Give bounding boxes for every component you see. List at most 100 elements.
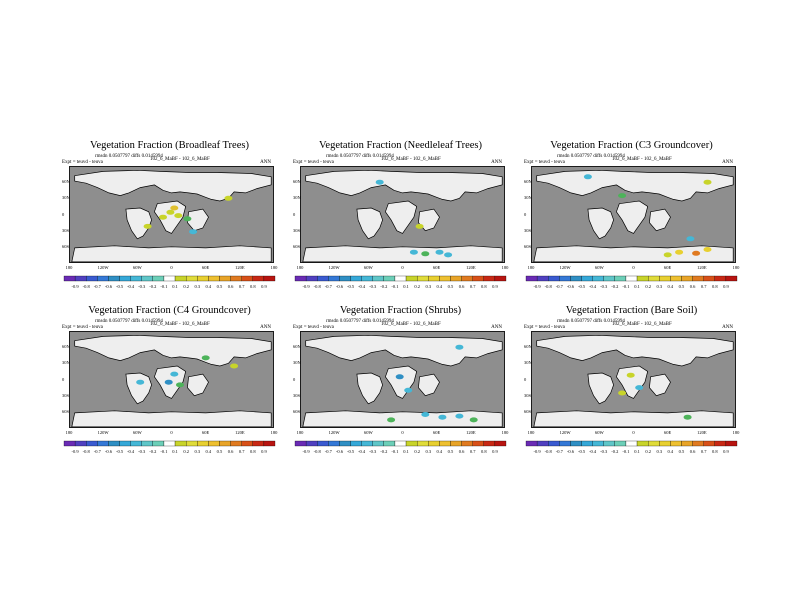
anomaly-patch bbox=[176, 382, 184, 388]
colorbar-label: 0.9 bbox=[261, 284, 267, 289]
colorbar-swatch bbox=[197, 440, 209, 447]
period-text: ANN bbox=[260, 325, 271, 330]
anomaly-patch bbox=[183, 216, 192, 222]
colorbar-label: 0.3 bbox=[656, 449, 663, 454]
colorbar-swatch bbox=[450, 275, 462, 282]
colorbar-label: -0.9 bbox=[71, 284, 79, 289]
anomaly-patch bbox=[170, 371, 179, 377]
stats-text: rmsdn 0.0507797 diffs 0.0145994 bbox=[557, 319, 625, 324]
colorbar-swatch bbox=[174, 440, 187, 447]
colorbar-label: 0.4 bbox=[205, 284, 212, 289]
colorbar-label: -0.8 bbox=[313, 449, 321, 454]
colorbar-swatch bbox=[559, 275, 571, 282]
colorbar-label: -0.8 bbox=[544, 449, 552, 454]
colorbar-label: 0.9 bbox=[723, 284, 729, 289]
colorbar-swatch bbox=[350, 275, 362, 282]
colorbar-swatch bbox=[305, 440, 318, 447]
colorbar-label: 0.7 bbox=[469, 284, 476, 289]
colorbar-swatch bbox=[63, 275, 76, 282]
colorbar-swatch bbox=[670, 275, 682, 282]
lon-tick-label: 120W bbox=[97, 430, 109, 435]
lon-tick-label: 60W bbox=[594, 430, 604, 435]
colorbar-label: 0.3 bbox=[425, 449, 432, 454]
lon-tick-label: 180 bbox=[270, 265, 278, 270]
colorbar-label: -0.1 bbox=[160, 449, 168, 454]
stats-text: rmsdn 0.0507797 diffs 0.0145994 bbox=[326, 154, 394, 159]
colorbar-label: 0.5 bbox=[447, 284, 454, 289]
colorbar-label: -0.4 bbox=[589, 449, 597, 454]
lat-tick-label: 30S bbox=[62, 392, 70, 398]
colorbar-label: -0.6 bbox=[335, 449, 343, 454]
colorbar-swatch bbox=[119, 440, 131, 447]
lon-tick-label: 120W bbox=[97, 265, 109, 270]
expt-text: Expt = teuvd - teuva bbox=[62, 325, 103, 330]
landmass bbox=[587, 207, 614, 240]
colorbar-label: -0.4 bbox=[358, 284, 366, 289]
colorbar-label: 0.3 bbox=[194, 284, 201, 289]
lon-tick-label: 120E bbox=[697, 265, 707, 270]
colorbar-swatch bbox=[230, 440, 242, 447]
colorbar-swatch bbox=[186, 440, 198, 447]
expt-text: Expt = teuvd - teuva bbox=[293, 160, 334, 165]
colorbar-label: -0.6 bbox=[566, 449, 574, 454]
lon-tick-label: 180 bbox=[296, 265, 304, 270]
lat-tick-label: 30N bbox=[62, 360, 70, 366]
colorbar-swatch bbox=[119, 275, 131, 282]
colorbar-swatch bbox=[328, 275, 340, 282]
colorbar bbox=[293, 275, 508, 289]
colorbar-label: -0.4 bbox=[589, 284, 597, 289]
colorbar-label: -0.5 bbox=[346, 449, 355, 454]
colorbar-swatch bbox=[141, 440, 153, 447]
lon-tick-label: 180 bbox=[296, 430, 304, 435]
colorbar-swatch bbox=[614, 440, 627, 447]
colorbar-swatch bbox=[394, 440, 407, 447]
landmass bbox=[418, 373, 440, 397]
colorbar-swatch bbox=[603, 440, 615, 447]
run-text: 102_6_MaBF - 102_6_MaBF bbox=[612, 157, 672, 162]
landmass bbox=[533, 410, 734, 428]
anomaly-patch bbox=[189, 229, 198, 235]
colorbar-label: 0.3 bbox=[194, 449, 201, 454]
lat-tick-label: 30S bbox=[62, 227, 70, 233]
colorbar-swatch bbox=[252, 275, 265, 282]
colorbar-label: 0.1 bbox=[634, 284, 640, 289]
colorbar-label: 0.2 bbox=[645, 449, 651, 454]
anomaly-patch bbox=[435, 249, 444, 255]
landmass bbox=[187, 373, 209, 397]
colorbar-label: 0.5 bbox=[678, 449, 685, 454]
lon-tick-label: 60E bbox=[202, 430, 210, 435]
lat-tick-label: 0 bbox=[524, 376, 527, 382]
run-text: 102_6_MaBF - 102_6_MaBF bbox=[150, 157, 210, 162]
stats-text: rmsdn 0.0507797 diffs 0.0145994 bbox=[326, 319, 394, 324]
anomaly-patch bbox=[421, 412, 430, 417]
landmass bbox=[616, 365, 649, 399]
lon-tick-label: 120E bbox=[697, 430, 707, 435]
lon-tick-label: 60E bbox=[433, 430, 441, 435]
map-svg bbox=[69, 166, 274, 263]
lat-tick-label: 0 bbox=[524, 211, 527, 217]
colorbar-label: -0.3 bbox=[600, 449, 608, 454]
map-svg bbox=[531, 166, 736, 263]
colorbar-label: -0.8 bbox=[82, 284, 90, 289]
stats-text: rmsdn 0.0507797 diffs 0.0145994 bbox=[95, 319, 163, 324]
colorbar-label: 0.8 bbox=[480, 449, 487, 454]
colorbar-swatch bbox=[350, 440, 362, 447]
anomaly-patch bbox=[201, 355, 210, 361]
map-panel: Vegetation Fraction (Shrubs) rmsdn 0.0507… bbox=[293, 305, 508, 465]
colorbar-label: 0.6 bbox=[227, 449, 234, 454]
colorbar-swatch bbox=[692, 440, 704, 447]
lat-tick-label: 30N bbox=[62, 195, 70, 201]
anomaly-patch bbox=[143, 223, 152, 229]
lon-tick-label: 180 bbox=[65, 265, 73, 270]
colorbar-swatch bbox=[536, 440, 549, 447]
landmass bbox=[356, 372, 383, 405]
colorbar-swatch bbox=[339, 440, 351, 447]
anomaly-patch bbox=[421, 251, 430, 257]
colorbar-swatch bbox=[130, 440, 142, 447]
colorbar-swatch bbox=[141, 275, 153, 282]
colorbar-label: -0.9 bbox=[71, 449, 79, 454]
colorbar-label: -0.6 bbox=[566, 284, 574, 289]
colorbar-label: 0.9 bbox=[492, 449, 498, 454]
lon-tick-label: 180 bbox=[270, 430, 278, 435]
colorbar-label: -0.2 bbox=[380, 449, 388, 454]
